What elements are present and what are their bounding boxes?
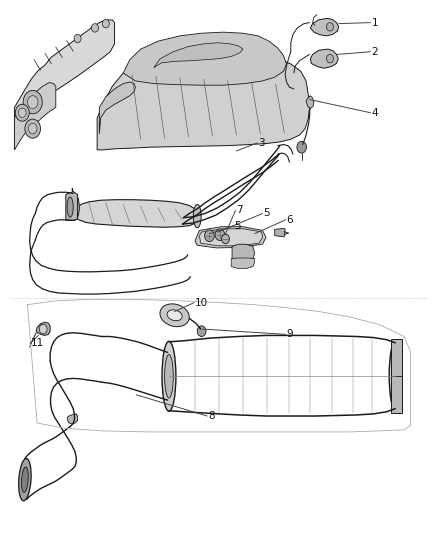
Circle shape [197,326,206,336]
Text: 6: 6 [286,215,293,225]
Polygon shape [311,49,338,68]
Polygon shape [195,227,266,248]
Ellipse shape [160,304,189,327]
Polygon shape [232,244,254,261]
Polygon shape [36,322,50,335]
Circle shape [222,234,230,244]
Circle shape [28,124,37,134]
Ellipse shape [165,354,173,398]
Text: 8: 8 [208,411,215,421]
Circle shape [205,230,214,241]
Polygon shape [199,229,262,246]
Polygon shape [97,53,310,150]
Text: 3: 3 [258,138,265,148]
Ellipse shape [19,458,31,501]
Ellipse shape [162,341,176,411]
Text: 11: 11 [31,338,44,349]
Text: 5: 5 [263,208,270,219]
Circle shape [326,22,333,31]
Polygon shape [231,258,254,269]
Polygon shape [67,414,78,424]
Polygon shape [311,18,339,36]
Text: 7: 7 [237,205,243,215]
Circle shape [28,96,38,109]
Text: 1: 1 [371,18,378,28]
Text: 5: 5 [234,221,241,231]
Circle shape [215,229,225,240]
Ellipse shape [70,194,79,220]
Polygon shape [275,228,285,237]
Polygon shape [154,43,243,68]
Ellipse shape [389,342,401,410]
Text: 10: 10 [195,297,208,308]
Text: 4: 4 [371,108,378,118]
Circle shape [74,34,81,43]
Polygon shape [123,32,286,85]
Circle shape [102,19,110,28]
Circle shape [39,324,47,334]
Circle shape [23,91,42,114]
Circle shape [297,141,307,153]
Circle shape [92,23,99,32]
Text: 2: 2 [371,47,378,56]
Text: 9: 9 [286,329,293,340]
Polygon shape [66,192,78,220]
Polygon shape [99,82,135,134]
Ellipse shape [21,467,28,492]
Polygon shape [71,188,198,227]
Ellipse shape [167,310,182,321]
Polygon shape [306,96,314,109]
Ellipse shape [67,197,73,217]
Circle shape [326,54,333,63]
Circle shape [18,108,26,117]
Circle shape [15,104,29,121]
Polygon shape [14,20,115,150]
Bar [391,338,402,413]
Polygon shape [14,83,56,150]
Circle shape [25,119,41,138]
Ellipse shape [193,205,201,228]
